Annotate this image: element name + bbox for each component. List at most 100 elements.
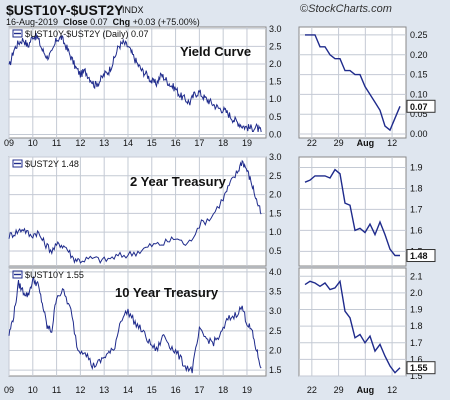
x-tick-label: 16 [171,138,181,148]
chg-value: +0.03 (+75.00%) [132,17,200,27]
quote-line: 16-Aug-2019 Close 0.07 Chg +0.03 (+75.00… [6,17,200,27]
x-tick-label: 13 [99,385,109,395]
x-tick-label: 13 [99,138,109,148]
last-value-box [406,99,436,113]
legend-swatch [12,270,23,279]
zoom-ytick-label: 0.25 [410,30,428,40]
close-value: 0.07 [90,17,108,27]
main-ytick-label: 0.5 [269,112,282,122]
x-tick-label: 17 [194,385,204,395]
main-ytick-label: 1.5 [269,77,282,87]
chg-label: Chg [112,17,131,27]
x-tick-label: 10 [28,385,38,395]
zoom-ytick-label: 0.20 [410,50,428,60]
main-ytick-label: 1.5 [269,208,282,218]
main-ytick-label: 1.0 [269,227,282,237]
x-tick-label: 12 [75,385,85,395]
zoom-ytick-label: 1.8 [410,321,423,331]
quote-date: 16-Aug-2019 [6,17,59,27]
x-tick-label: 16 [171,385,181,395]
zoom-x-tick-label: 12 [387,385,397,395]
series-legend: $UST2Y 1.48 [25,159,79,169]
zoom-ytick-label: 1.5 [410,371,423,381]
x-tick-label: 19 [242,385,252,395]
main-ytick-label: 3.0 [269,152,282,162]
zoom-series-line [304,168,400,257]
symbol-title: $UST10Y-$UST2Y [6,2,124,18]
zoom-ytick-label: 0.10 [410,89,428,99]
x-tick-label: 10 [28,138,38,148]
zoom-panel [298,156,407,267]
main-ytick-label: 4.0 [269,267,282,277]
zoom-ytick-label: 1.6 [410,225,423,235]
zoom-ytick-label: 1.7 [410,338,423,348]
zoom-x-tick-label: 22 [307,385,317,395]
legend-swatch [12,159,23,168]
last-value-label: 0.07 [410,102,428,112]
x-tick-label: 18 [218,138,228,148]
last-value-label: 1.48 [410,251,428,261]
main-ytick-label: 2.5 [269,171,282,181]
zoom-series-line [304,279,401,374]
zoom-panel [298,267,407,377]
zoom-ytick-label: 1.8 [410,183,423,193]
series-legend: $UST10Y-$UST2Y (Daily) 0.07 [25,29,149,39]
main-ytick-label: 1.5 [269,365,282,375]
close-label: Close [63,17,88,27]
x-tick-label: 14 [123,385,133,395]
x-tick-label: 17 [194,138,204,148]
main-series-line [8,159,262,265]
main-ytick-label: 2.0 [269,59,282,69]
legend-swatch [12,29,23,38]
series-legend: $UST10Y 1.55 [25,270,84,280]
main-ytick-label: 3.5 [269,287,282,297]
copyright-sign: © [300,3,309,15]
panel-title: 2 Year Treasury [130,174,227,189]
brand-watermark: ©StockCharts.com [300,3,392,15]
last-value-box [406,361,436,375]
main-ytick-label: 2.5 [269,326,282,336]
zoom-x-tick-label: 29 [334,385,344,395]
x-tick-label: 09 [4,385,14,395]
x-tick-label: 15 [147,385,157,395]
x-tick-label: 12 [75,138,85,148]
zoom-x-tick-label: 29 [334,138,344,148]
main-ytick-label: 2.5 [269,41,282,51]
zoom-x-tick-label: Aug [357,385,375,395]
main-ytick-label: 0.0 [269,129,282,139]
zoom-ytick-label: 1.6 [410,354,423,364]
zoom-ytick-label: 0.05 [410,109,428,119]
x-tick-label: 19 [242,138,252,148]
main-ytick-label: 3.0 [269,24,282,34]
x-tick-label: 14 [123,138,133,148]
zoom-ytick-label: 1.7 [410,204,423,214]
zoom-x-tick-label: Aug [357,138,375,148]
brand-name: StockCharts.com [308,3,392,15]
last-value-label: 1.55 [410,363,428,373]
panel-title: 10 Year Treasury [115,285,219,300]
x-tick-label: 15 [147,138,157,148]
main-series-line [8,275,262,374]
main-ytick-label: 0.5 [269,246,282,256]
last-value-box [406,249,436,263]
zoom-panel [298,26,407,139]
panel-title: Yield Curve [180,44,251,59]
zoom-ytick-label: 1.9 [410,162,423,172]
main-series-line [8,33,262,133]
x-tick-label: 09 [4,138,14,148]
zoom-ytick-label: 1.9 [410,305,423,315]
zoom-x-tick-label: 22 [307,138,317,148]
x-tick-label: 11 [52,138,61,148]
zoom-x-tick-label: 12 [387,138,397,148]
main-ytick-label: 2.0 [269,190,282,200]
main-ytick-label: 3.0 [269,306,282,316]
zoom-ytick-label: 0.00 [410,129,428,139]
zoom-series-line [305,34,401,132]
main-ytick-label: 1.0 [269,94,282,104]
exchange-label: INDX [122,5,144,15]
x-tick-label: 18 [218,385,228,395]
main-ytick-label: 2.0 [269,345,282,355]
zoom-ytick-label: 0.15 [410,70,428,80]
